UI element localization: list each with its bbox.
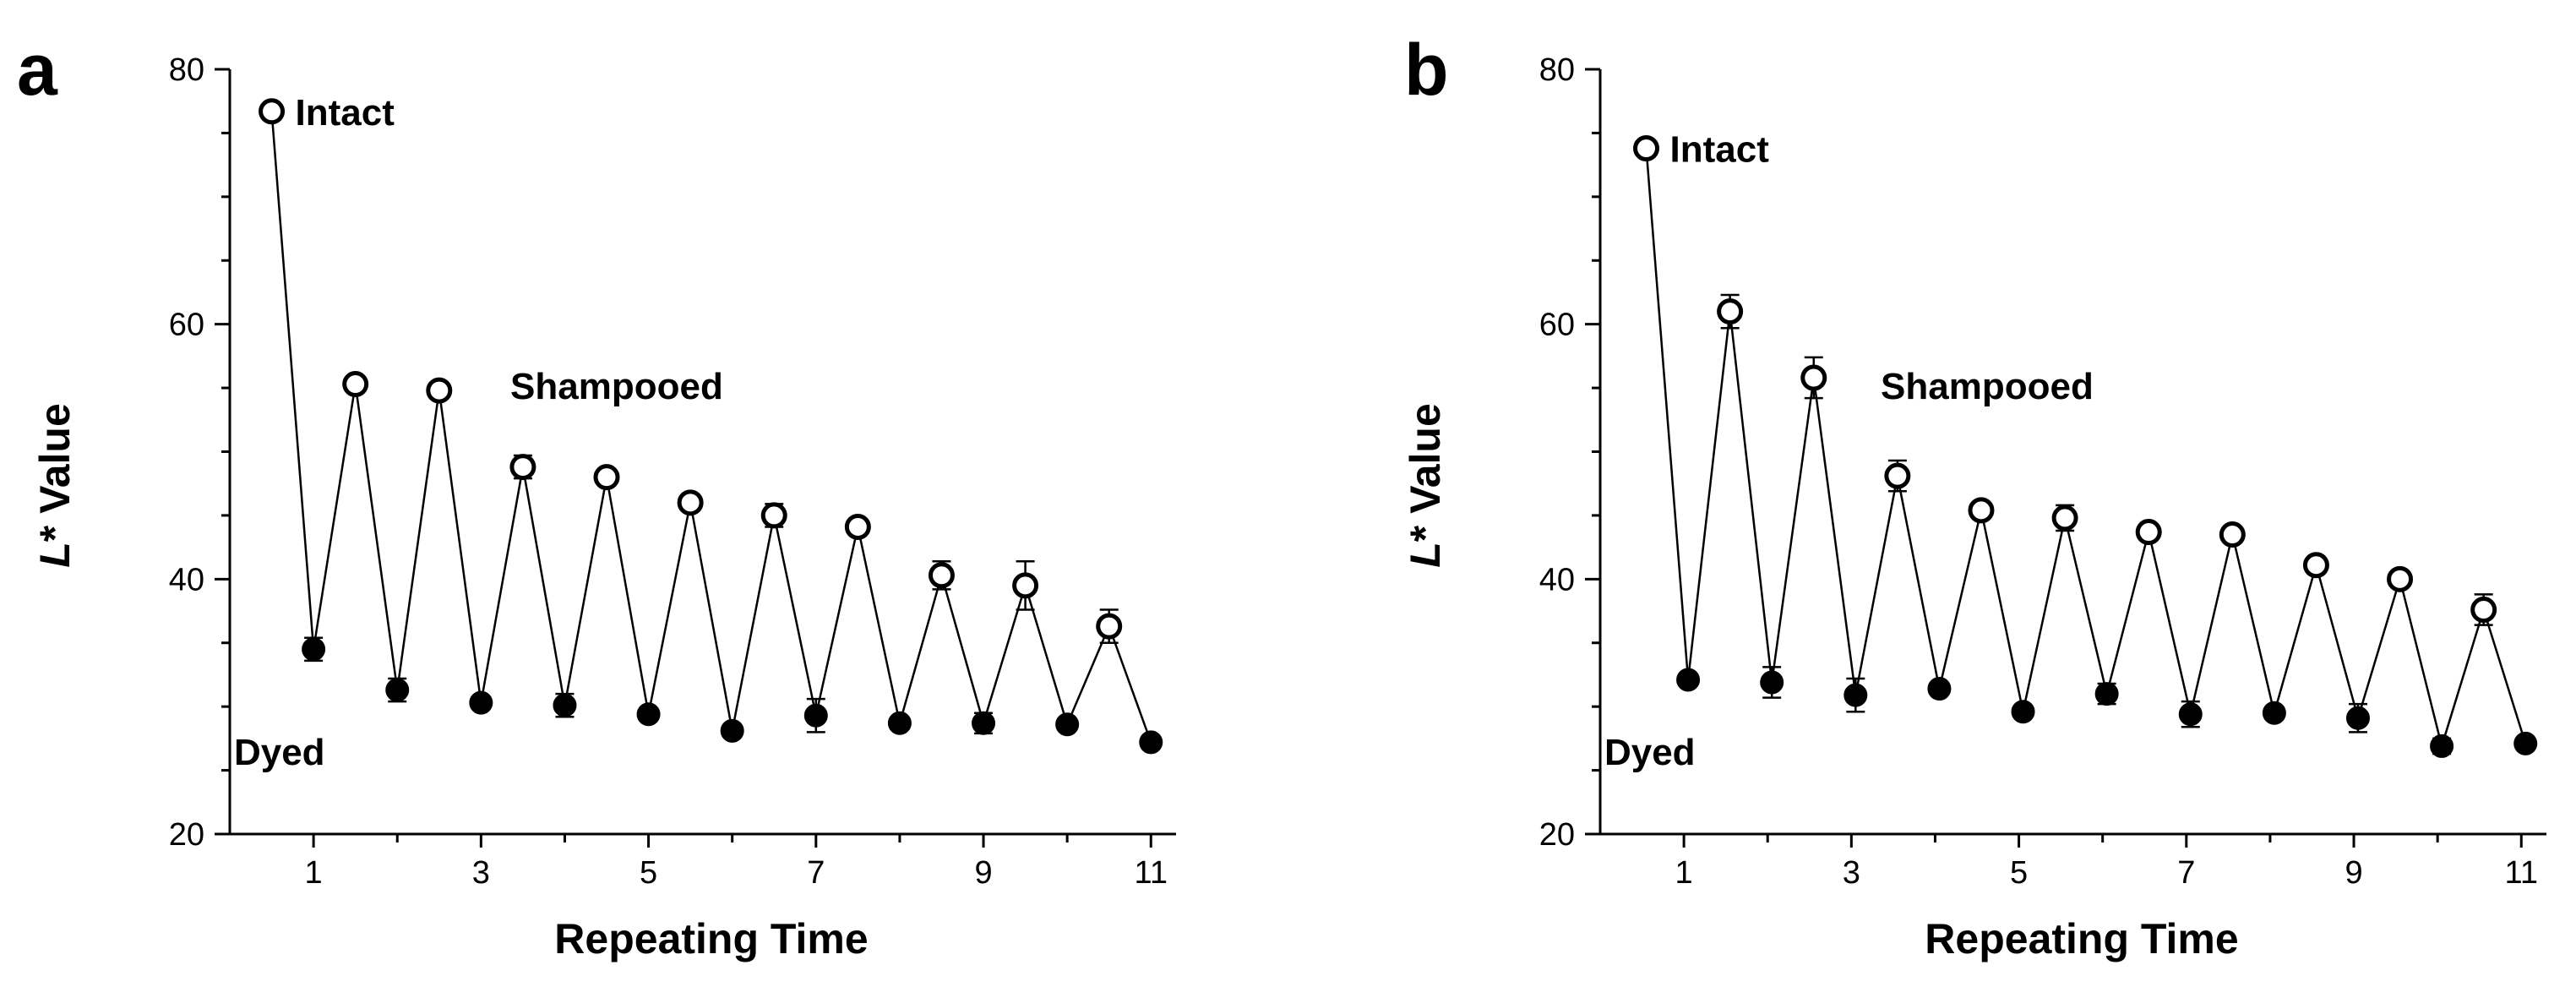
shampooed-point bbox=[928, 562, 955, 589]
panel-letter: a bbox=[17, 30, 58, 111]
dyed-point bbox=[385, 678, 410, 702]
dyed-point bbox=[803, 703, 828, 728]
x-tick-label: 1 bbox=[1675, 855, 1693, 891]
shampooed-point bbox=[844, 513, 871, 540]
dyed-point bbox=[2262, 701, 2286, 725]
annotation-dyed: Dyed bbox=[1604, 732, 1696, 773]
x-tick-label: 5 bbox=[640, 855, 657, 891]
dyed-point bbox=[1139, 730, 1163, 755]
shampooed-point bbox=[593, 464, 620, 491]
shampooed-point bbox=[2219, 521, 2246, 548]
y-tick-label: 60 bbox=[1539, 308, 1575, 343]
x-tick-label: 1 bbox=[305, 855, 323, 891]
y-tick-label: 60 bbox=[169, 308, 204, 343]
annotation-dyed: Dyed bbox=[234, 732, 325, 773]
shampooed-point bbox=[1012, 572, 1039, 599]
x-tick-label: 7 bbox=[807, 855, 825, 891]
shampooed-point bbox=[1717, 298, 1744, 325]
shampooed-point bbox=[2387, 565, 2414, 592]
shampooed-point bbox=[2470, 597, 2497, 624]
x-tick-label: 11 bbox=[2505, 855, 2538, 891]
y-tick-label: 20 bbox=[1539, 817, 1575, 853]
dyed-point bbox=[1055, 712, 1080, 737]
x-tick-label: 5 bbox=[2010, 855, 2028, 891]
shampooed-point bbox=[760, 502, 787, 529]
shampooed-point bbox=[677, 489, 704, 516]
dyed-point bbox=[2345, 706, 2370, 730]
y-tick-label: 80 bbox=[169, 52, 204, 88]
y-tick-label: 40 bbox=[169, 562, 204, 597]
y-tick-label: 80 bbox=[1539, 52, 1575, 88]
annotation-intact: Intact bbox=[296, 92, 395, 134]
shampooed-point bbox=[1800, 364, 1827, 391]
shampooed-point bbox=[2135, 519, 2162, 546]
x-tick-label: 11 bbox=[1135, 855, 1168, 891]
dyed-point bbox=[720, 718, 744, 743]
y-tick-label: 20 bbox=[169, 817, 204, 853]
dyed-point bbox=[302, 637, 326, 662]
x-tick-label: 3 bbox=[472, 855, 490, 891]
x-axis-title: Repeating Time bbox=[554, 915, 868, 962]
shampooed-point bbox=[1633, 135, 1660, 162]
x-tick-label: 3 bbox=[1843, 855, 1860, 891]
dyed-point bbox=[469, 690, 493, 715]
panel-b: b 20 40 60 80 1 3 5 7 9 11 Repeating Time L* Value In… bbox=[1402, 30, 2546, 962]
series-line bbox=[270, 111, 1152, 743]
x-tick-label: 7 bbox=[2177, 855, 2195, 891]
shampooed-point bbox=[509, 454, 536, 481]
dyed-point bbox=[2011, 700, 2035, 724]
dyed-point bbox=[2178, 702, 2203, 727]
y-axis-title-italic: L bbox=[1402, 542, 1449, 568]
y-tick-label: 40 bbox=[1539, 562, 1575, 597]
shampooed-point bbox=[259, 98, 286, 125]
shampooed-point bbox=[1096, 613, 1123, 640]
shampooed-point bbox=[1968, 497, 1995, 524]
series-line bbox=[1645, 148, 2527, 750]
x-tick-label: 9 bbox=[2345, 855, 2362, 891]
annotation-intact: Intact bbox=[1670, 129, 1770, 171]
y-axis-title: L* Value bbox=[31, 403, 79, 568]
annotation-shampooed: Shampooed bbox=[1881, 366, 2094, 407]
dyed-point bbox=[887, 711, 912, 735]
y-axis-title-italic: L bbox=[31, 542, 79, 568]
panel-letter: b bbox=[1404, 30, 1449, 111]
x-axis-title: Repeating Time bbox=[1925, 915, 2238, 962]
annotation-shampooed: Shampooed bbox=[510, 366, 723, 407]
dyed-point bbox=[2094, 682, 2119, 706]
shampooed-point bbox=[342, 371, 369, 398]
dyed-point bbox=[1844, 683, 1868, 707]
dyed-point bbox=[553, 693, 577, 717]
dyed-point bbox=[1760, 670, 1784, 695]
dyed-point bbox=[2513, 731, 2538, 755]
x-tick-label: 9 bbox=[974, 855, 992, 891]
panel-a: a 20 40 60 80 1 3 5 7 9 11 Repeating Time L* Value In… bbox=[17, 30, 1176, 962]
shampooed-point bbox=[2051, 504, 2078, 532]
dyed-point bbox=[2430, 733, 2454, 758]
y-axis-title: L* Value bbox=[1402, 403, 1449, 568]
dyed-point bbox=[972, 711, 996, 735]
dyed-point bbox=[636, 702, 661, 727]
y-axis-title-rest: * Value bbox=[31, 403, 79, 542]
shampooed-point bbox=[426, 377, 453, 404]
y-axis-title-rest: * Value bbox=[1402, 403, 1449, 542]
shampooed-point bbox=[1884, 462, 1911, 489]
dyed-point bbox=[1676, 668, 1701, 692]
dyed-point bbox=[1927, 677, 1952, 701]
shampooed-point bbox=[2302, 552, 2329, 579]
